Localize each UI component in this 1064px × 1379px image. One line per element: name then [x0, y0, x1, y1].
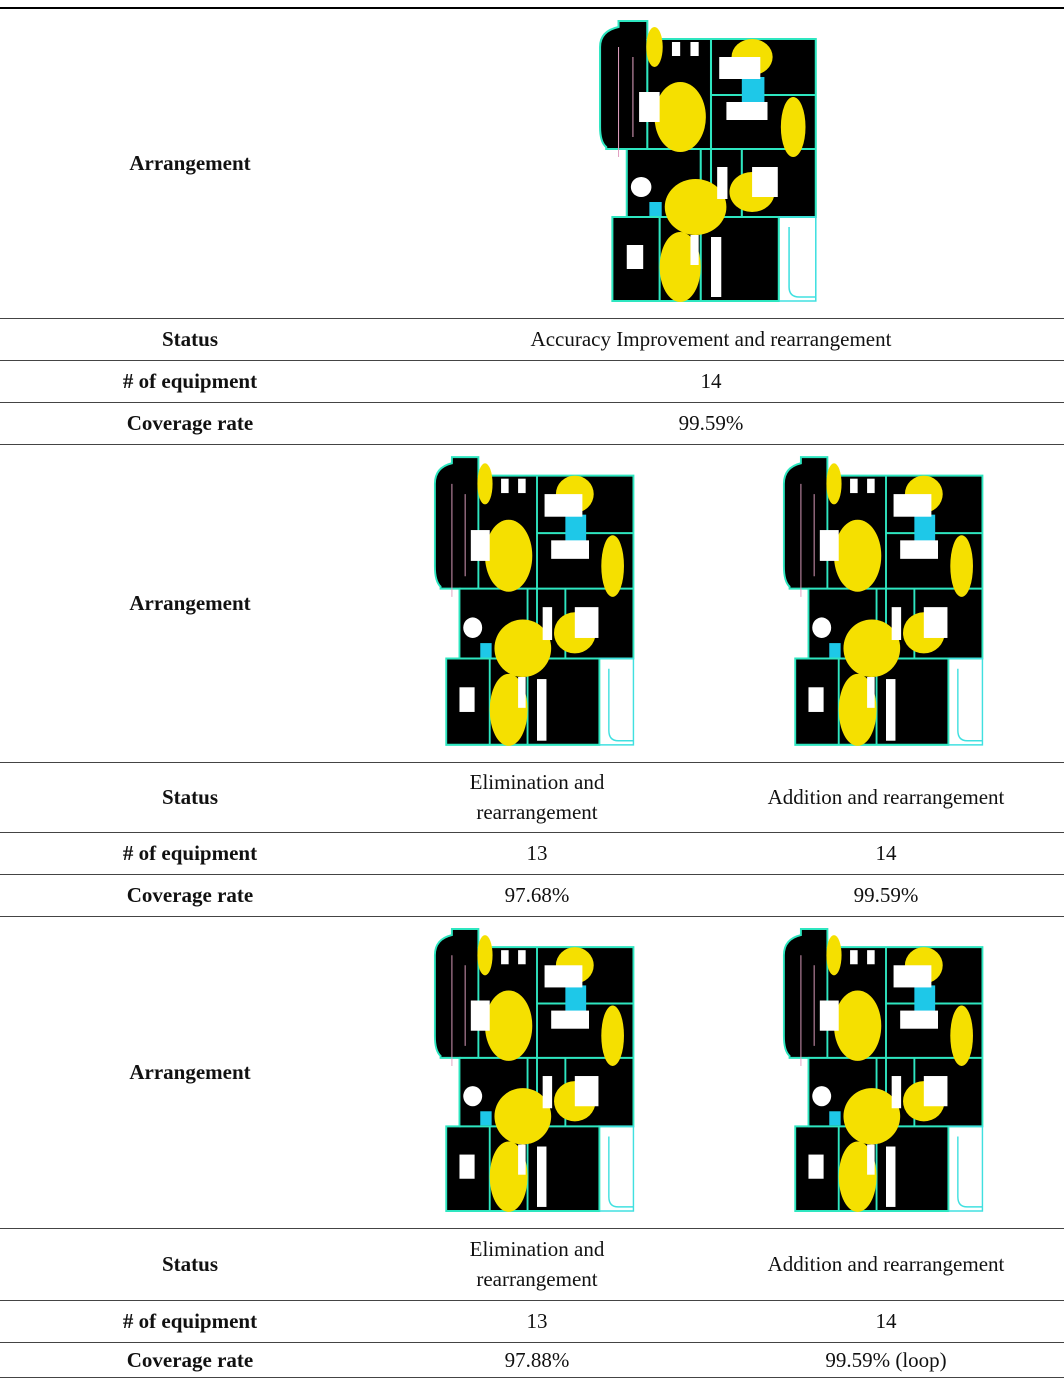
- rule: [0, 762, 1064, 763]
- rule: [0, 402, 1064, 403]
- cell-value: 14: [875, 1309, 897, 1333]
- row-label: Coverage rate: [126, 883, 254, 907]
- row-label: # of equipment: [122, 369, 258, 393]
- rule: [0, 444, 1064, 445]
- floor-plan: [782, 453, 990, 751]
- floor-plan-image: [598, 17, 824, 307]
- floor-plan: [598, 17, 824, 307]
- cell-value: 99.59%: [678, 411, 744, 435]
- rule: [0, 1300, 1064, 1301]
- floor-plan: [433, 453, 641, 751]
- row-label: Coverage rate: [126, 1347, 254, 1372]
- row-label: Coverage rate: [126, 411, 254, 435]
- cell-value: Accuracy Improvement and rearrangement: [530, 327, 892, 351]
- row-label: Arrangement: [129, 1060, 251, 1084]
- rule: [0, 916, 1064, 917]
- cell-value: Elimination and rearrangement: [469, 770, 605, 824]
- rule: [0, 1228, 1064, 1229]
- cell-value: 99.59%: [853, 883, 919, 907]
- floor-plan-image: [433, 453, 641, 751]
- floor-plan: [782, 925, 990, 1217]
- row-label: Status: [161, 785, 219, 809]
- cell-value: Addition and rearrangement: [767, 785, 1005, 809]
- cell-value: Elimination and rearrangement: [469, 1237, 605, 1291]
- row-label: Status: [161, 1252, 219, 1276]
- row-label: # of equipment: [122, 841, 258, 865]
- floor-plan-image: [433, 925, 641, 1217]
- rule: [0, 7, 1064, 9]
- floor-plan: [433, 925, 641, 1217]
- rule: [0, 318, 1064, 319]
- rule: [0, 1342, 1064, 1343]
- row-label: Arrangement: [129, 591, 251, 615]
- cell-value: 14: [875, 841, 897, 865]
- cell-value: 14: [700, 369, 722, 393]
- floor-plan-image: [782, 925, 990, 1217]
- row-label: Status: [161, 327, 219, 351]
- row-label: Arrangement: [129, 151, 251, 175]
- cell-value: 13: [526, 1309, 548, 1333]
- cell-value: 97.68%: [504, 883, 570, 907]
- row-label: # of equipment: [122, 1309, 258, 1333]
- cell-value: 13: [526, 841, 548, 865]
- rule: [0, 832, 1064, 833]
- cell-value: 97.88%: [504, 1347, 570, 1372]
- rule: [0, 874, 1064, 875]
- floor-plan-image: [782, 453, 990, 751]
- cell-value: Addition and rearrangement: [767, 1252, 1005, 1276]
- rule: [0, 1377, 1064, 1378]
- cell-value: 99.59% (loop): [825, 1347, 947, 1372]
- rule: [0, 360, 1064, 361]
